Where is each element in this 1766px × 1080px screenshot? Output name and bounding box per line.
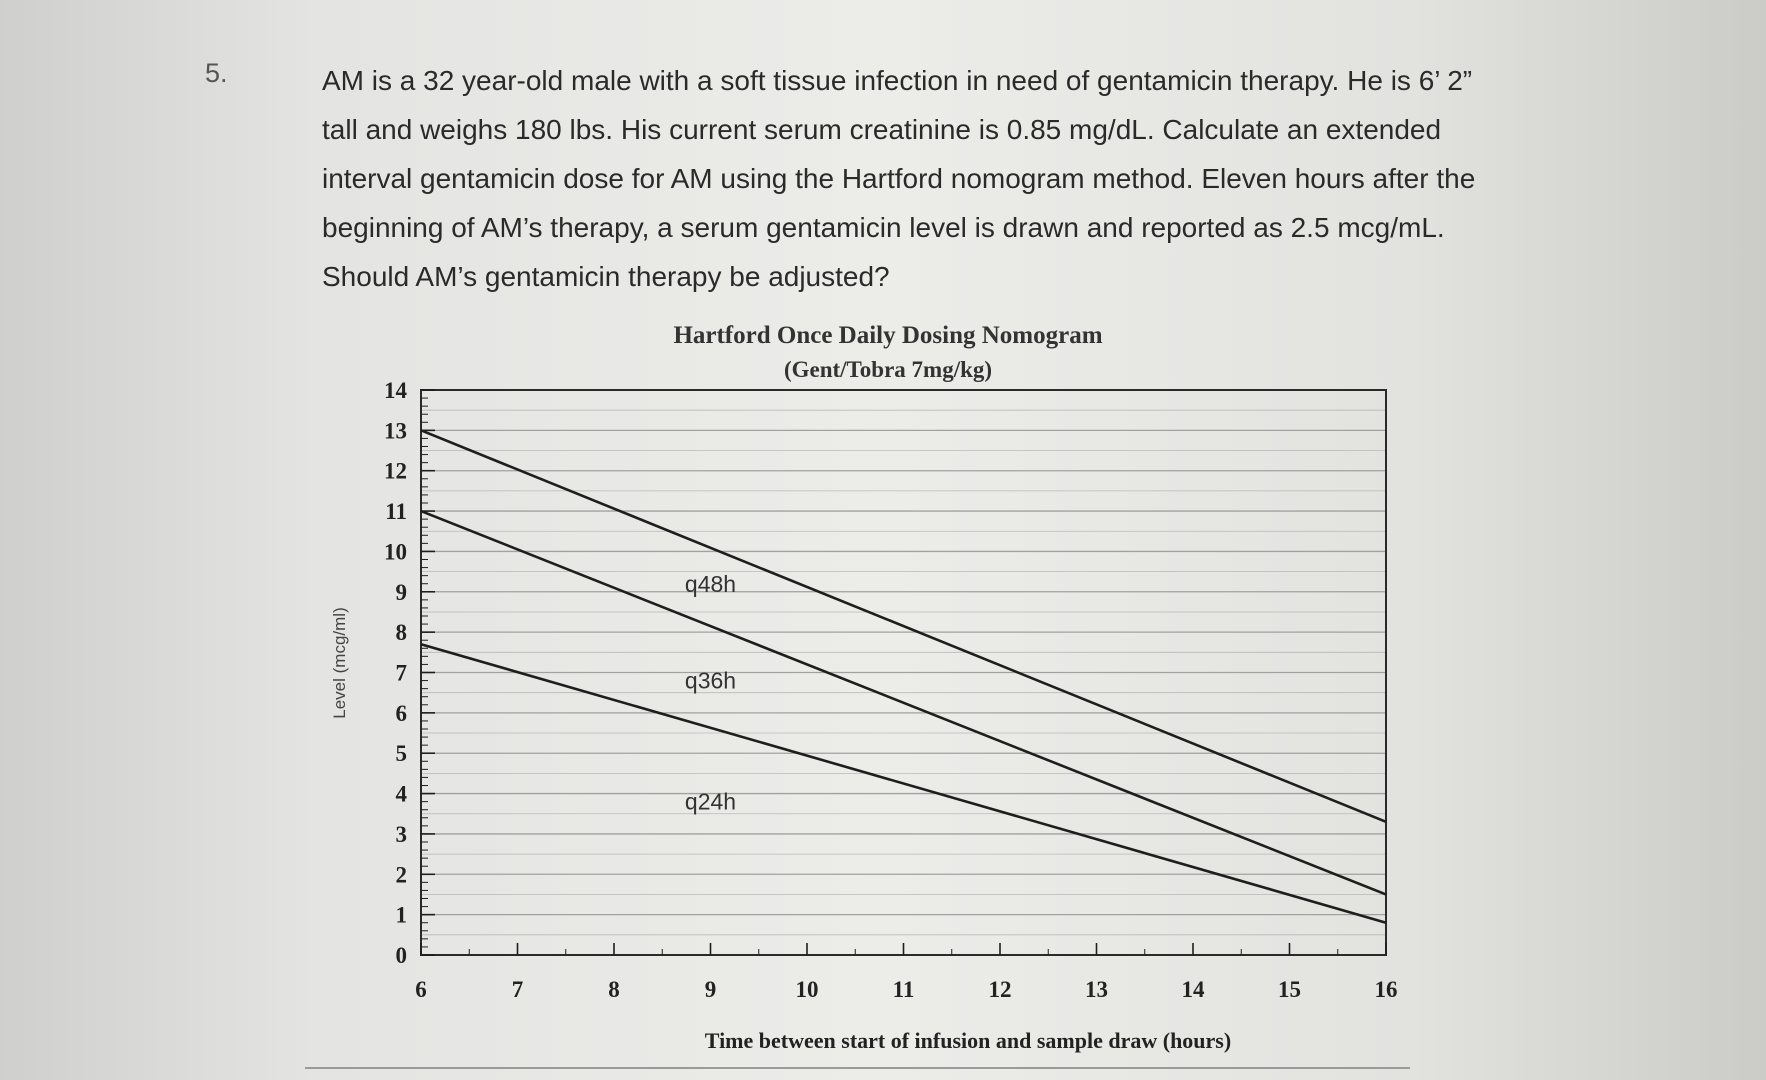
y-tick-label: 5 bbox=[396, 741, 408, 766]
y-tick-label: 13 bbox=[384, 418, 407, 443]
series-labels: q48h q36h q24h bbox=[685, 571, 736, 815]
x-tick-label: 10 bbox=[796, 977, 819, 1002]
question-text: AM is a 32 year-old male with a soft tis… bbox=[322, 56, 1722, 301]
series-lines bbox=[420, 429, 1387, 924]
series-label-q48h: q48h bbox=[685, 571, 736, 597]
y-tick-label: 2 bbox=[396, 862, 408, 887]
x-tick-label: 9 bbox=[705, 977, 717, 1002]
question-line-5: Should AM’s gentamicin therapy be adjust… bbox=[322, 261, 890, 292]
x-tick-label: 14 bbox=[1182, 977, 1206, 1002]
x-tick-label: 15 bbox=[1278, 977, 1301, 1002]
x-tick-label: 6 bbox=[415, 977, 427, 1002]
y-tick-label: 6 bbox=[396, 701, 408, 726]
y-tick-label: 11 bbox=[385, 499, 407, 524]
y-axis-title: Level (mcg/ml) bbox=[330, 607, 349, 718]
x-tick-label: 16 bbox=[1375, 977, 1398, 1002]
grid-lines bbox=[421, 409, 1386, 936]
question-number: 5. bbox=[205, 58, 228, 88]
y-tick-label: 1 bbox=[396, 903, 408, 928]
x-tick-label: 7 bbox=[512, 977, 524, 1002]
y-tick-label: 10 bbox=[384, 539, 407, 564]
question-line-1: AM is a 32 year-old male with a soft tis… bbox=[322, 65, 1473, 96]
x-tick-label: 8 bbox=[608, 977, 620, 1002]
y-tick-label: 0 bbox=[396, 943, 408, 968]
x-tick-label: 11 bbox=[893, 977, 915, 1002]
x-axis-title: Time between start of infusion and sampl… bbox=[705, 1028, 1231, 1053]
x-tick-label: 13 bbox=[1085, 977, 1108, 1002]
chart-subtitle: (Gent/Tobra 7mg/kg) bbox=[784, 357, 992, 382]
y-tick-label: 3 bbox=[396, 822, 408, 847]
series-line-q36h bbox=[420, 509, 1387, 896]
y-tick-label: 8 bbox=[396, 620, 408, 645]
series-line-q24h bbox=[420, 643, 1387, 924]
question-line-3: interval gentamicin dose for AM using th… bbox=[322, 163, 1476, 194]
series-label-q36h: q36h bbox=[685, 668, 736, 694]
y-tick-label: 9 bbox=[396, 580, 408, 605]
y-tick-label: 14 bbox=[384, 378, 408, 403]
y-tick-label: 4 bbox=[396, 782, 408, 807]
question-line-2: tall and weighs 180 lbs. His current ser… bbox=[322, 114, 1442, 145]
question-line-4: beginning of AM’s therapy, a serum genta… bbox=[322, 212, 1445, 243]
y-tick-label: 12 bbox=[384, 459, 407, 484]
x-axis: 6 7 8 9 10 11 12 13 14 15 16 bbox=[415, 943, 1398, 1002]
y-tick-label: 7 bbox=[396, 661, 408, 686]
series-label-q24h: q24h bbox=[685, 789, 736, 815]
series-line-q48h bbox=[420, 429, 1387, 824]
x-tick-label: 12 bbox=[989, 977, 1012, 1002]
chart-title: Hartford Once Daily Dosing Nomogram bbox=[673, 322, 1102, 349]
